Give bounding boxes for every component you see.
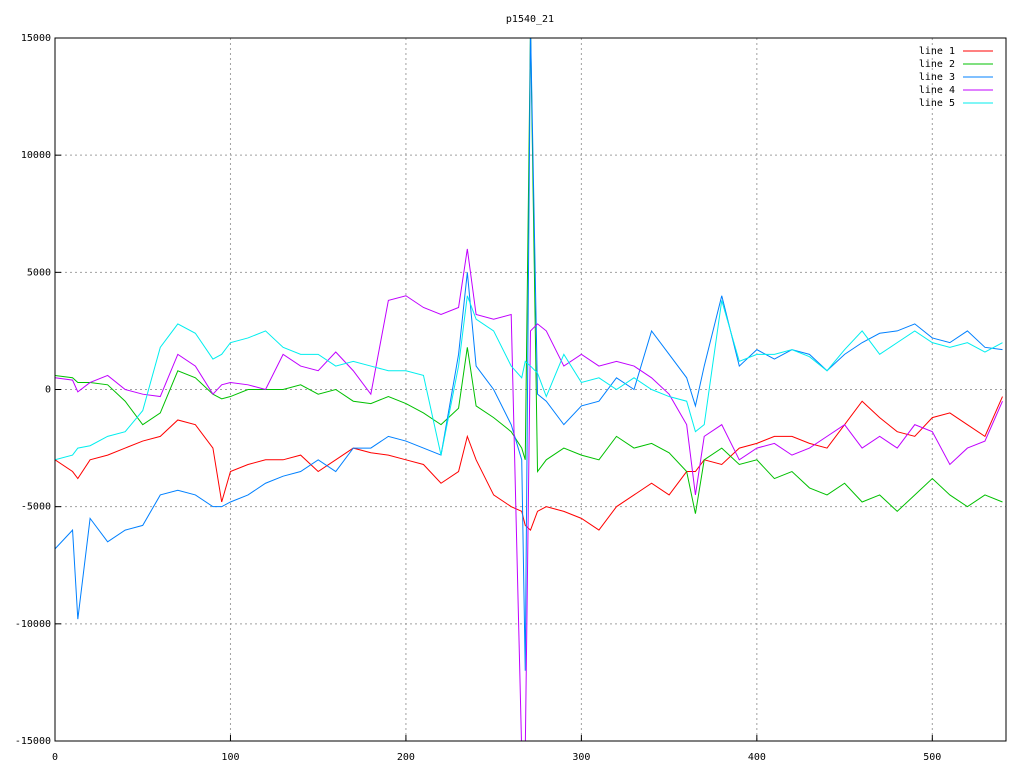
y-tick-label: 15000	[21, 33, 51, 44]
chart-title: p1540_21	[506, 14, 554, 25]
data-line	[55, 248, 1003, 741]
y-tick-label: -15000	[15, 736, 51, 747]
legend-label: line 2	[919, 59, 955, 70]
y-tick-label: 5000	[27, 267, 51, 278]
legend-label: line 5	[919, 98, 955, 109]
legend-label: line 4	[919, 85, 955, 96]
plot-area	[55, 38, 1003, 741]
x-tick-label: 400	[748, 752, 766, 763]
y-tick-label: -10000	[15, 619, 51, 630]
x-tick-label: 100	[221, 752, 239, 763]
y-tick-label: 10000	[21, 150, 51, 161]
x-tick-label: 200	[397, 752, 415, 763]
x-tick-label: 0	[52, 752, 58, 763]
y-tick-label: -5000	[21, 502, 51, 513]
plot-border	[54, 37, 1007, 742]
data-line	[55, 38, 1003, 671]
data-line	[55, 396, 1003, 531]
y-tick-label: 0	[45, 385, 51, 396]
legend: line 1 line 2 line 3 line 4 line 5	[919, 46, 993, 109]
data-line	[55, 38, 1003, 514]
x-tick-label: 300	[572, 752, 590, 763]
x-tick-label: 500	[923, 752, 941, 763]
data-line	[55, 295, 1003, 461]
grid-layer: -15000 -10000 -5000 0 5000 10000 15000 0 100 200 3…	[15, 33, 1006, 763]
legend-label: line 3	[919, 72, 955, 83]
legend-label: line 1	[919, 46, 955, 57]
